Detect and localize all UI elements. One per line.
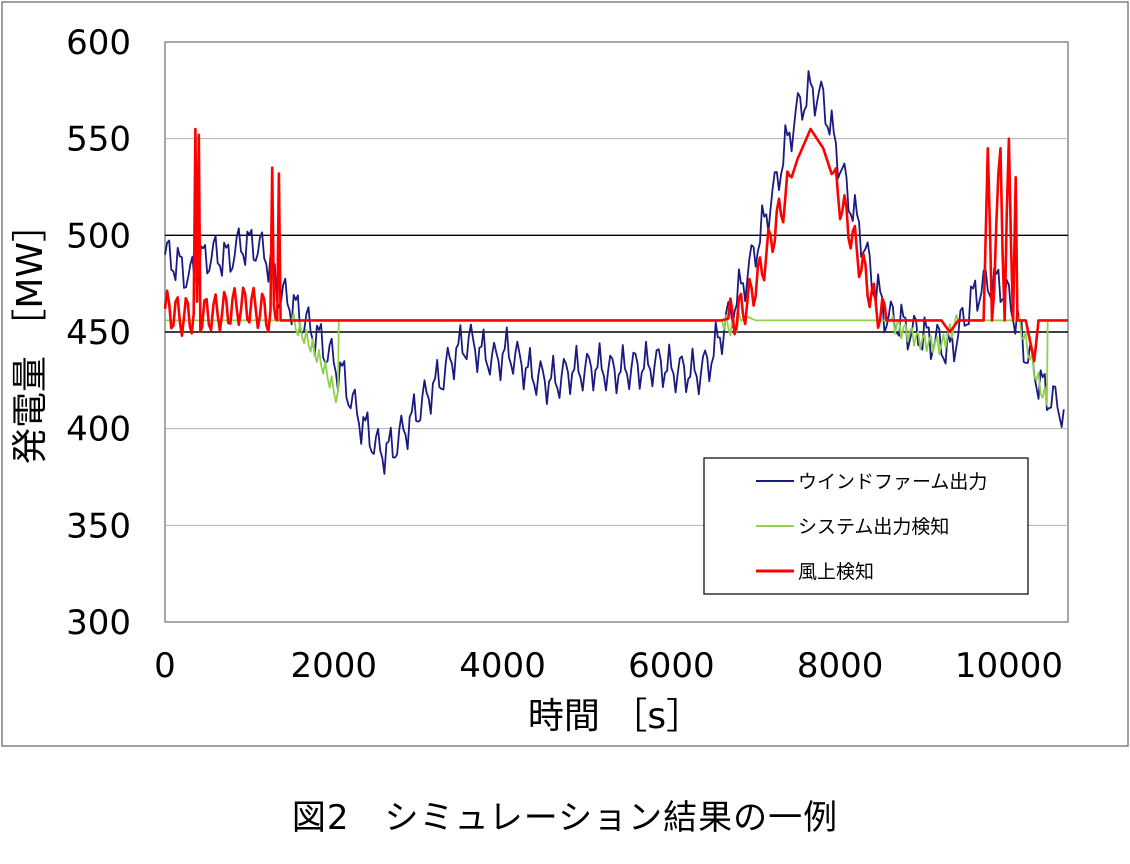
series-upwind-detection bbox=[163, 127, 1068, 363]
x-tick-label: 0 bbox=[154, 646, 176, 686]
x-tick-label: 6000 bbox=[628, 646, 715, 686]
legend-label: システム出力検知 bbox=[798, 516, 949, 538]
y-tick-label: 600 bbox=[66, 23, 131, 63]
legend-label: ウインドファーム出力 bbox=[798, 471, 987, 493]
chart-figure: 300 350 400 450 500 550 600 0 2000 4000 6000 8000 1… bbox=[1, 1, 1129, 747]
y-tick-label: 450 bbox=[66, 313, 131, 353]
plot-area bbox=[163, 41, 1069, 623]
x-tick-label: 4000 bbox=[459, 646, 546, 686]
y-tick-label: 300 bbox=[66, 603, 131, 643]
x-axis-ticks: 0 2000 4000 6000 8000 10000 bbox=[154, 646, 1063, 686]
x-tick-label: 8000 bbox=[797, 646, 884, 686]
y-tick-label: 500 bbox=[66, 216, 131, 256]
y-tick-label: 550 bbox=[66, 120, 131, 160]
x-axis-label: 時間 ［s］ bbox=[528, 696, 702, 737]
y-tick-label: 400 bbox=[66, 410, 131, 450]
figure-caption: 図2 シミュレーション結果の一例 bbox=[291, 798, 839, 838]
y-axis-label: 発電量 ［MW］ bbox=[10, 206, 51, 464]
y-tick-label: 350 bbox=[66, 506, 131, 546]
x-tick-label: 10000 bbox=[955, 646, 1063, 686]
x-tick-label: 2000 bbox=[291, 646, 378, 686]
legend-label: 風上検知 bbox=[798, 561, 874, 583]
y-axis-ticks: 300 350 400 450 500 550 600 bbox=[66, 23, 131, 643]
